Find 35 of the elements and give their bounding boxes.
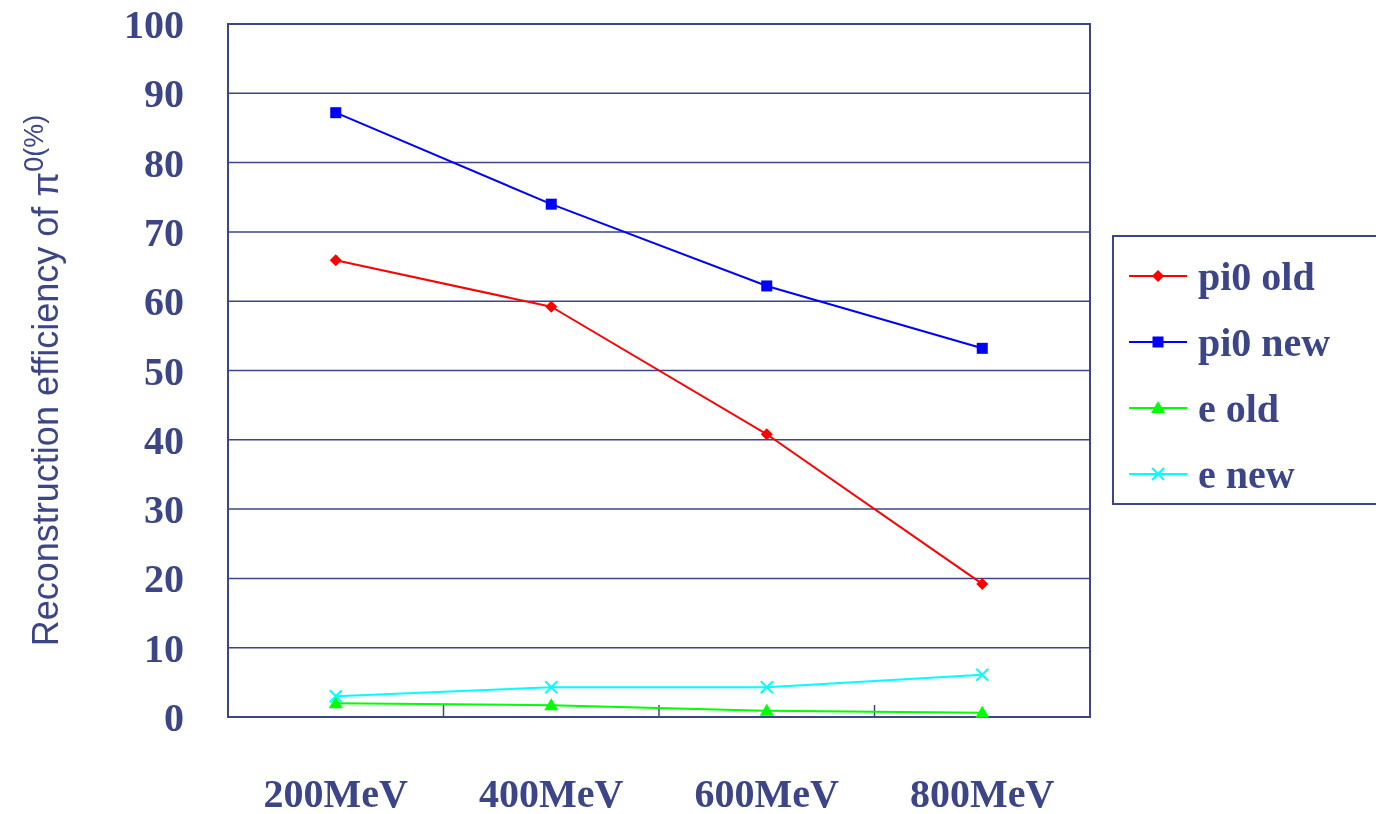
y-tick-label: 0 bbox=[164, 695, 184, 740]
y-tick-label: 80 bbox=[144, 140, 184, 186]
legend-label: e old bbox=[1198, 386, 1280, 431]
legend-label: e new bbox=[1198, 452, 1295, 497]
x-tick-label: 400MeV bbox=[479, 771, 624, 814]
y-tick-label: 10 bbox=[144, 625, 184, 671]
point bbox=[975, 667, 990, 682]
point bbox=[759, 703, 774, 716]
point bbox=[976, 577, 989, 590]
y-tick-label: 20 bbox=[144, 556, 184, 602]
point bbox=[760, 428, 773, 441]
y-tick-label: 100 bbox=[124, 2, 184, 47]
legend-label: pi0 new bbox=[1198, 320, 1331, 365]
y-tick-label: 60 bbox=[144, 279, 184, 325]
point bbox=[328, 696, 343, 709]
point bbox=[761, 280, 773, 292]
point bbox=[545, 300, 558, 313]
y-tick-label: 90 bbox=[144, 71, 184, 117]
point bbox=[328, 689, 343, 704]
point bbox=[976, 342, 988, 354]
point bbox=[544, 698, 559, 711]
y-tick-label: 50 bbox=[144, 348, 184, 394]
x-tick-label: 200MeV bbox=[263, 771, 409, 814]
point bbox=[330, 107, 342, 119]
x-tick-label: 600MeV bbox=[694, 771, 840, 814]
point bbox=[329, 254, 342, 267]
point bbox=[545, 198, 557, 210]
point bbox=[544, 680, 559, 695]
legend-label: pi0 old bbox=[1198, 254, 1315, 299]
y-tick-label: 40 bbox=[144, 417, 184, 463]
y-tick-label: 30 bbox=[144, 487, 184, 533]
x-tick-label: 800MeV bbox=[910, 771, 1055, 814]
y-tick-label: 70 bbox=[144, 209, 184, 255]
point bbox=[975, 705, 990, 718]
point bbox=[759, 680, 774, 695]
